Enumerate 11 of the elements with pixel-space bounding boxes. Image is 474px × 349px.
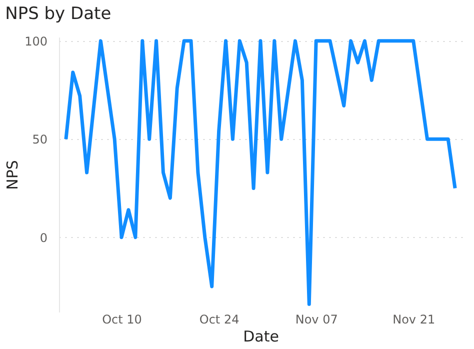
y-tick-label: 50 [32,132,48,147]
x-tick-label: Nov 21 [392,312,436,326]
y-axis-title: NPS [4,160,22,190]
x-axis-title: Date [243,328,279,346]
x-tick-label: Nov 07 [295,312,338,326]
line-series [64,39,457,306]
x-tick-label: Oct 24 [199,312,240,326]
x-tick-label: Oct 10 [102,312,142,326]
y-tick-label: 0 [40,230,48,245]
y-tick-label: 100 [24,34,48,48]
chart-title: NPS by Date [5,4,112,24]
